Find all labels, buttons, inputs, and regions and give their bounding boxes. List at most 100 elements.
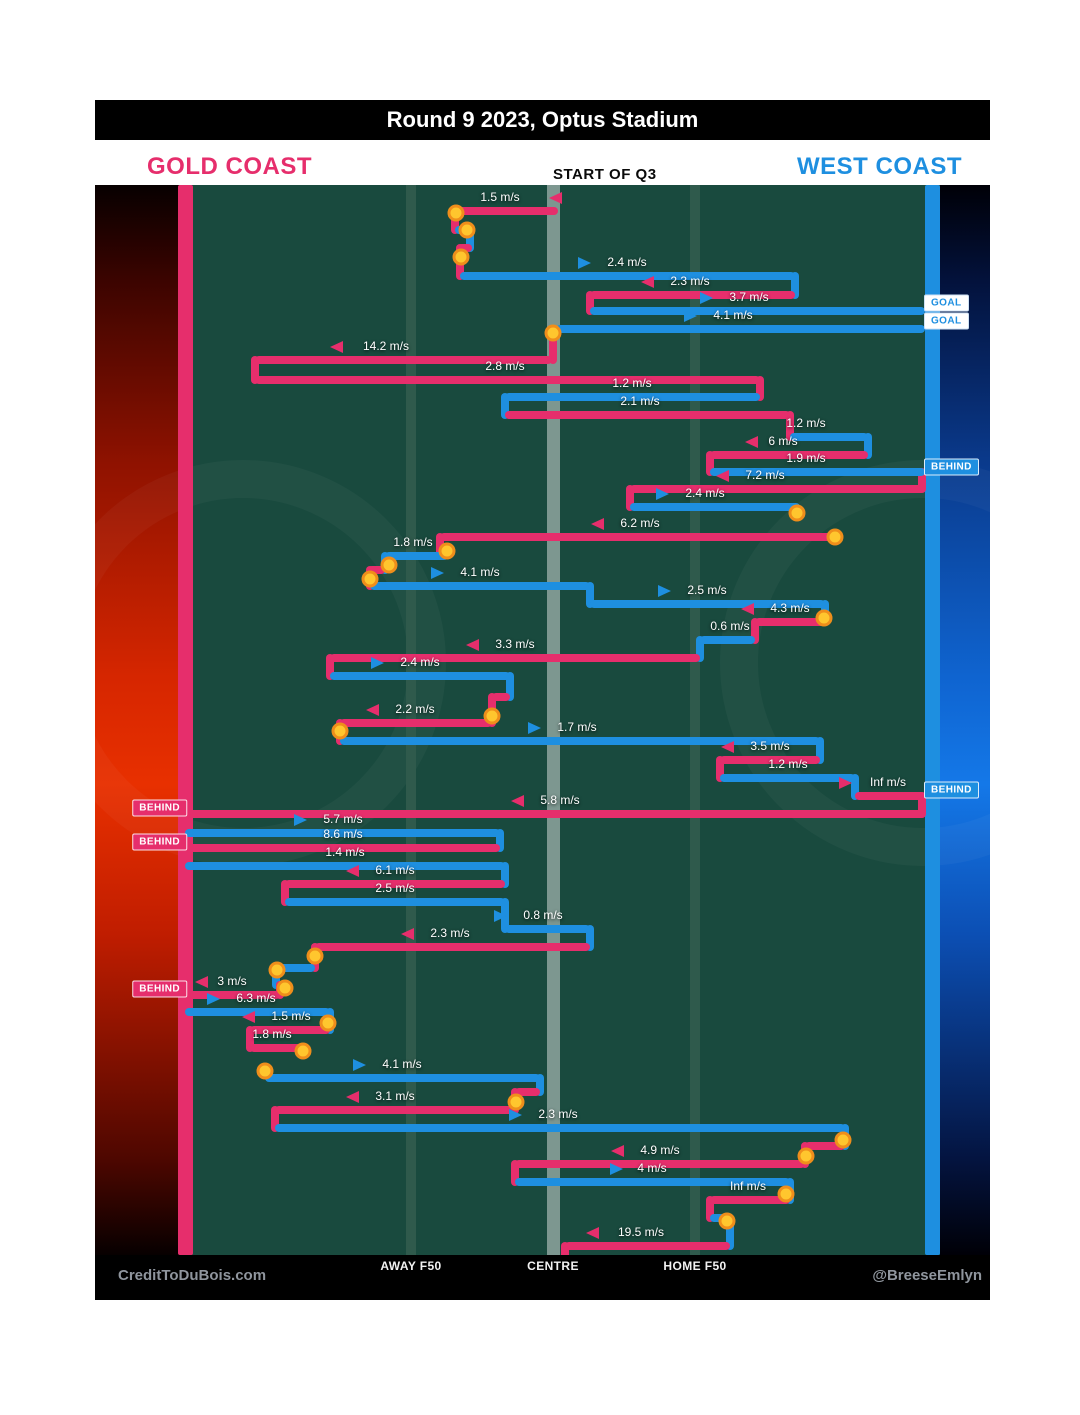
segment-connector — [501, 862, 509, 888]
segment-connector — [549, 329, 557, 364]
direction-arrow-left — [586, 1227, 599, 1239]
mark-dot — [256, 1062, 274, 1080]
speed-segment-bar — [565, 1242, 730, 1250]
speed-segment-bar — [330, 672, 510, 680]
segment-connector — [918, 468, 926, 493]
speed-segment-bar — [185, 829, 500, 837]
segment-connector — [751, 618, 759, 644]
speed-label: 2.3 m/s — [538, 1107, 578, 1121]
mark-dot — [544, 324, 562, 342]
segment-connector — [271, 1106, 279, 1132]
speed-label: 1.4 m/s — [325, 845, 365, 859]
speed-label: 6 m/s — [768, 434, 798, 448]
speed-segment-bar — [630, 485, 925, 493]
footer-band: CreditToDuBois.com @BreeseEmlyn AWAY F50… — [95, 1255, 990, 1300]
direction-arrow-left — [721, 741, 734, 753]
speed-segment-bar — [315, 943, 590, 951]
speed-label: 0.8 m/s — [523, 908, 563, 922]
credit-left: CreditToDuBois.com — [118, 1267, 267, 1284]
speed-label: 2.2 m/s — [395, 702, 435, 716]
direction-arrow-left — [466, 639, 479, 651]
speed-segment-bar — [185, 991, 280, 999]
speed-segment-bar — [590, 600, 825, 608]
speed-label: 19.5 m/s — [617, 1225, 665, 1239]
mark-dot — [815, 609, 833, 627]
speed-segment-bar — [515, 1160, 805, 1168]
mark-dot — [361, 570, 379, 588]
segment-connector — [496, 829, 504, 852]
direction-arrow-right — [431, 567, 444, 579]
direction-arrow-left — [242, 1011, 255, 1023]
speed-label: 2.5 m/s — [687, 583, 727, 597]
segment-connector — [183, 844, 191, 870]
direction-arrow-left — [401, 928, 414, 940]
speed-label: 1.5 m/s — [271, 1009, 311, 1023]
speed-label: 1.8 m/s — [393, 535, 433, 549]
chart-title: Round 9 2023, Optus Stadium — [95, 100, 990, 140]
direction-arrow-right — [684, 310, 697, 322]
speed-segment-bar — [720, 756, 820, 764]
mark-dot — [380, 556, 398, 574]
score-badge-goal: GOAL — [924, 294, 969, 312]
mark-dot — [438, 542, 456, 560]
gold-coast-goal-line — [178, 185, 193, 1255]
speed-label: 4.1 m/s — [713, 308, 753, 322]
speed-segment-bar — [340, 719, 492, 727]
segment-connector — [706, 451, 714, 476]
mark-dot — [331, 722, 349, 740]
segment-connector — [696, 636, 704, 662]
segment-connector — [586, 582, 594, 608]
score-badge-behind: BEHIND — [132, 799, 187, 817]
segment-connector — [791, 272, 799, 299]
speed-label: 6.2 m/s — [620, 516, 660, 530]
direction-arrow-right — [656, 488, 669, 500]
segment-connector — [706, 1196, 714, 1222]
segment-connector — [251, 356, 259, 384]
speed-segment-bar — [630, 503, 800, 511]
segment-connector — [726, 1214, 734, 1250]
speed-segment-bar — [185, 844, 500, 852]
speed-segment-bar — [265, 1074, 540, 1082]
speed-label: 1.2 m/s — [786, 416, 826, 430]
segment-connector — [864, 433, 872, 459]
speed-segment-bar — [455, 207, 558, 215]
speed-segment-bar — [368, 566, 385, 574]
speed-segment-bar — [505, 925, 590, 933]
speed-label: 14.2 m/s — [362, 339, 410, 353]
direction-arrow-left — [641, 276, 654, 288]
speed-label: 6.1 m/s — [375, 863, 415, 877]
direction-arrow-left — [741, 603, 754, 615]
speed-label: 1.5 m/s — [480, 190, 520, 204]
speed-label: 2.4 m/s — [685, 486, 725, 500]
speed-segment-bar — [700, 636, 755, 644]
mark-dot — [306, 947, 324, 965]
speed-label: 3.7 m/s — [729, 290, 769, 304]
speed-segment-bar — [385, 552, 448, 560]
mark-dot — [797, 1147, 815, 1165]
header-band: GOLD COAST START OF Q3 WEST COAST — [95, 140, 990, 185]
mark-dot — [834, 1131, 852, 1149]
direction-arrow-left — [549, 192, 562, 204]
segment-connector — [756, 376, 764, 401]
speed-label: 5.8 m/s — [540, 793, 580, 807]
direction-arrow-left — [346, 1091, 359, 1103]
segment-connector — [466, 226, 474, 252]
mark-dot — [276, 979, 294, 997]
axis-label: HOME F50 — [663, 1259, 727, 1273]
segment-connector — [501, 393, 509, 419]
quarter-label: START OF Q3 — [553, 166, 657, 183]
score-badge-behind: BEHIND — [924, 458, 979, 476]
speed-segment-bar — [185, 862, 505, 870]
speed-label: 3.3 m/s — [495, 637, 535, 651]
segment-connector — [816, 737, 824, 764]
speed-label: 2.3 m/s — [670, 274, 710, 288]
speed-segment-bar — [710, 451, 868, 459]
speed-label: 2.8 m/s — [485, 359, 525, 373]
speed-segment-bar — [515, 1178, 790, 1186]
speed-segment-bar — [492, 693, 510, 701]
speed-segment-bar — [275, 1106, 515, 1114]
speed-segment-bar — [805, 1142, 845, 1150]
gold-coast-watermark-logo — [40, 460, 446, 866]
segment-connector — [786, 411, 794, 441]
speed-segment-bar — [275, 1124, 845, 1132]
